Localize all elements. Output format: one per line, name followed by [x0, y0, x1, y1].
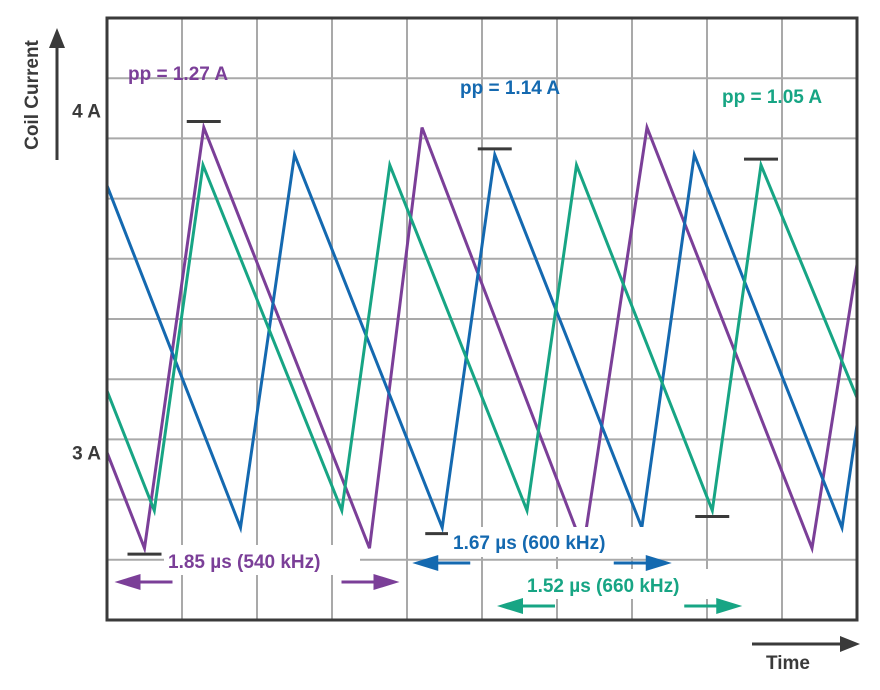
pp-label-blue: pp = 1.14 A	[460, 78, 560, 99]
period-label-bg-blue	[448, 527, 644, 557]
period-arrowhead-left-purple	[114, 574, 141, 590]
period-label-bg-purple	[164, 545, 360, 575]
series-line-purple	[105, 121, 859, 555]
pp-label-green: pp = 1.05 A	[722, 87, 822, 108]
period-label-blue: 1.67 µs (600 kHz)	[453, 533, 605, 554]
y-tick-label-4a: 4 A	[72, 101, 101, 122]
x-axis-label: Time	[766, 653, 810, 674]
period-label-purple: 1.85 µs (540 kHz)	[168, 552, 320, 573]
period-arrowhead-left-green	[497, 598, 523, 614]
period-label-bg-green	[522, 569, 718, 599]
period-arrowhead-right-purple	[373, 574, 400, 590]
period-arrowhead-right-green	[716, 598, 743, 614]
period-label-green: 1.52 µs (660 kHz)	[527, 576, 679, 597]
plot-frame	[105, 16, 859, 622]
series-lines	[105, 121, 859, 555]
y-tick-label-3a: 3 A	[72, 443, 101, 464]
period-arrowhead-left-blue	[412, 555, 439, 571]
series-line-blue	[105, 148, 859, 534]
x-axis-arrow	[752, 636, 860, 652]
period-arrows	[114, 555, 743, 614]
y-axis-label: Coil Current	[22, 39, 43, 149]
pp-label-purple: pp = 1.27 A	[128, 64, 228, 85]
y-axis-arrow	[49, 28, 65, 160]
series-line-green	[105, 159, 859, 517]
period-arrowhead-right-blue	[645, 555, 672, 571]
